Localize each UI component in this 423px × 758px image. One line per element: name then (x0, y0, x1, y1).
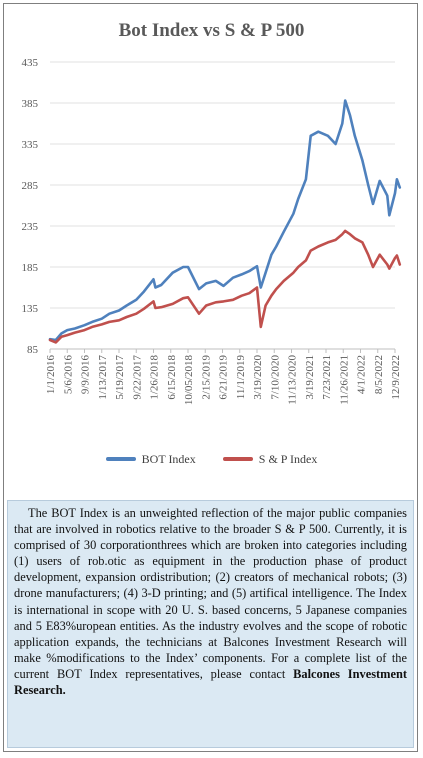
x-tick-label: 8/5/2022 (373, 355, 385, 394)
x-tick-label: 4/1/2022 (356, 355, 368, 394)
chart-title: Bot Index vs S & P 500 (118, 20, 305, 41)
legend-swatch-sp (222, 457, 253, 461)
chart-area: Bot Index vs S & P 500 85 135 185 235 285 335… (0, 20, 423, 467)
x-tick-label: 3/19/2021 (304, 355, 316, 400)
y-tick-label: 435 (22, 57, 39, 69)
x-tick-label: 9/22/2017 (131, 355, 143, 400)
x-tick-label: 12/9/2022 (390, 355, 402, 400)
legend-item-bot: BOT Index (105, 451, 196, 467)
legend-item-sp: S & P Index (222, 451, 318, 467)
series-line-bot (48, 99, 402, 342)
chart-legend: BOT Index S & P Index (0, 450, 423, 467)
x-tick-label: 6/15/2018 (166, 355, 178, 400)
x-tick-label: 5/6/2016 (62, 355, 74, 395)
legend-label-sp: S & P Index (258, 451, 318, 466)
legend-swatch-bot (105, 457, 136, 461)
description-panel: The BOT Index is an unweighted reflectio… (7, 500, 414, 748)
y-tick-label: 135 (22, 303, 39, 315)
x-tick-label: 11/13/2020 (287, 355, 299, 405)
x-tick-label: 3/19/2020 (252, 355, 264, 400)
x-tick-label: 7/10/2020 (269, 355, 281, 400)
y-tick-label: 235 (22, 221, 39, 233)
x-tick-label: 7/23/2021 (321, 355, 333, 400)
y-tick-label: 385 (22, 98, 39, 110)
y-tick-label: 285 (22, 180, 39, 192)
x-tick-label: 1/1/2016 (45, 355, 57, 395)
x-tick-label: 11/26/2021 (338, 355, 350, 405)
description-paragraph: The BOT Index is an unweighted reflectio… (14, 505, 407, 698)
y-tick-label: 335 (22, 139, 39, 151)
series-line-sp (48, 229, 402, 344)
x-tick-label: 11/1/2019 (235, 355, 247, 400)
x-tick-label: 10/05/2018 (183, 355, 195, 406)
legend-label-bot: BOT Index (141, 451, 196, 466)
x-tick-label: 9/9/2016 (80, 355, 92, 395)
x-tick-label: 1/13/2017 (97, 355, 109, 400)
x-tick-label: 5/19/2017 (114, 355, 126, 400)
line-chart: 85 135 185 235 285 335 385 435 1/1/2016 5/6/2016 9… (22, 57, 403, 406)
y-tick-label: 185 (22, 262, 39, 274)
contact-name: Balcones Investment Research. (14, 666, 407, 698)
x-tick-label: 1/26/2018 (149, 355, 161, 400)
y-tick-label: 85 (27, 344, 39, 356)
description-intro: The BOT Index is an unweighted reflectio… (14, 506, 407, 681)
x-tick-label: 6/21/2019 (218, 355, 230, 400)
x-tick-label: 2/15/2019 (200, 355, 212, 400)
